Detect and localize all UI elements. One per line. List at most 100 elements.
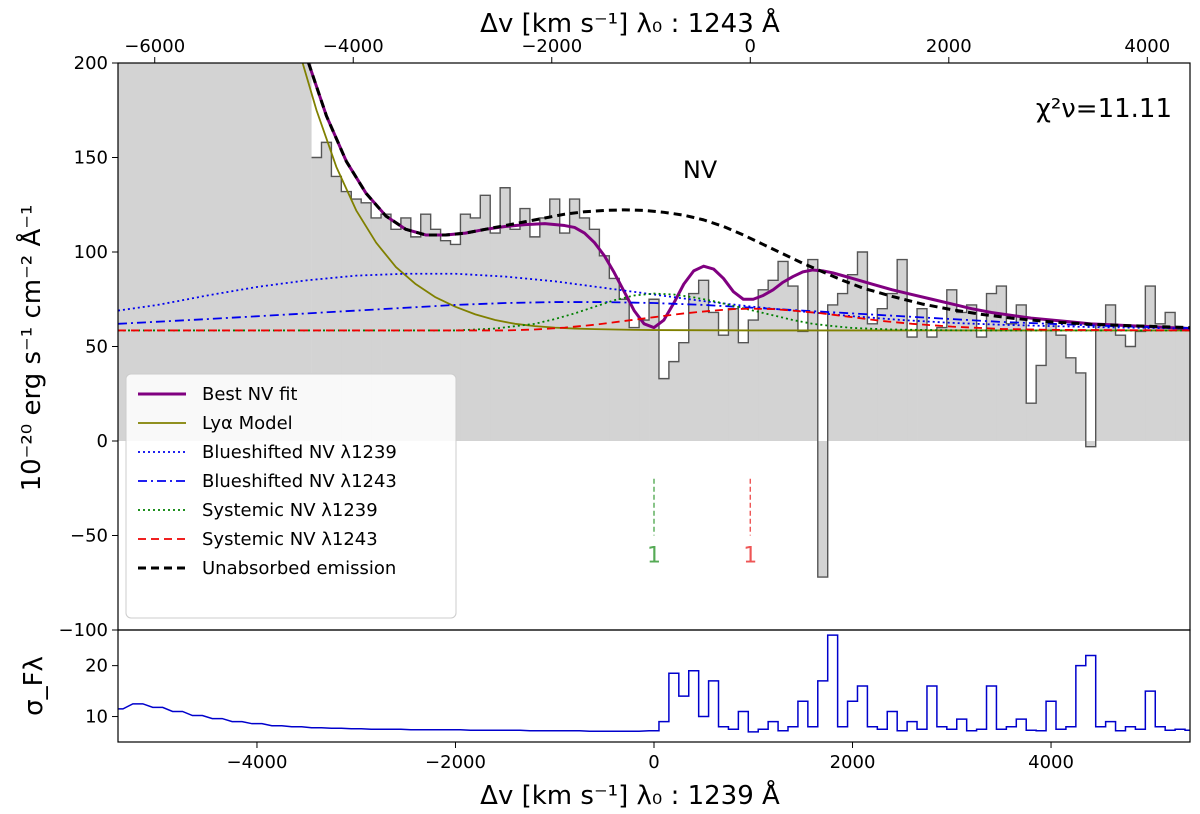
spectrum-bin: [311, 157, 322, 441]
series-line-1: [301, 63, 1190, 332]
spectrum-bin: [956, 312, 968, 441]
y-tick-label-2: 0: [97, 431, 108, 452]
spectrum-bin: [827, 304, 839, 441]
spectrum-bin: [649, 299, 660, 441]
spectrum-bin: [897, 259, 908, 441]
spectrum-bin: [1065, 357, 1077, 441]
y-tick-label-6: 200: [74, 53, 108, 74]
spectrum-bin: [758, 289, 769, 441]
spectrum-bin: [589, 229, 600, 441]
spectrum-bin: [768, 280, 779, 441]
residual-step-line: [118, 634, 1190, 733]
residual-plot: [118, 634, 1190, 733]
legend-box: [125, 373, 457, 619]
spectrum-bin: [1125, 346, 1136, 441]
chi-squared-label: χ²ν=11.11: [1036, 94, 1172, 124]
x-tick-label-3: 2000: [830, 752, 876, 773]
spectrum-bin: [738, 342, 749, 441]
legend-label-2: Blueshifted NV λ1239: [202, 442, 397, 463]
x-tick-label-0: −4000: [227, 752, 288, 773]
spectrum-bin: [510, 229, 521, 441]
spectrum-bin: [390, 229, 402, 441]
model-curves: [118, 63, 1190, 332]
legend-label-0: Best NV fit: [202, 384, 297, 405]
spectrum-bin: [1006, 323, 1017, 441]
residual-y-tick-label-0: 10: [85, 707, 108, 728]
spectrum-bin: [381, 214, 392, 441]
top-axis-label: Δv [km s⁻¹] λ₀ : 1243 Å: [480, 7, 780, 39]
legend-label-4: Systemic NV λ1239: [202, 500, 378, 521]
spectrum-bin: [1036, 365, 1047, 441]
spectrum-bin: [400, 217, 412, 441]
spectrum-bin: [946, 289, 958, 441]
residual-panel: 10 20 −4000 −2000 0 2000 4000: [85, 629, 1191, 773]
spectrum-bin: [1145, 286, 1156, 441]
spectrum-fill-tail: [1185, 327, 1190, 441]
spectrum-bin: [440, 240, 451, 441]
spectrum-bin: [698, 280, 709, 441]
spectrum-bin: [490, 233, 501, 441]
series-line-3: [118, 301, 1190, 329]
spectrum-bin: [549, 199, 561, 441]
spectrum-bin: [1135, 331, 1146, 441]
spectrum-bin: [321, 142, 332, 441]
legend: Best NV fit Lyα Model Blueshifted NV λ1239…: [125, 373, 457, 619]
residual-y-tick-label-1: 20: [85, 656, 108, 677]
spectrum-bin: [341, 191, 352, 441]
y-tick-label-4: 100: [74, 242, 108, 263]
spectrum-bin: [569, 199, 580, 441]
spectrum-bin: [917, 308, 928, 441]
spectrum-bin: [1016, 304, 1027, 441]
spectrum-bin: [1115, 335, 1126, 441]
spectrum-bin: [847, 274, 858, 441]
spectrum-bin: [887, 293, 898, 441]
top-x-tick-label-3: 0: [745, 36, 756, 57]
legend-label-3: Blueshifted NV λ1243: [202, 471, 397, 492]
spectrum-bin: [450, 244, 461, 441]
spectrum-bin: [539, 217, 551, 441]
spectrum-bin: [1056, 335, 1067, 441]
series-line-2: [118, 272, 1190, 330]
spectrum-bin: [1165, 312, 1176, 441]
spectrum-bin: [728, 308, 739, 441]
spectrum-bin: [1085, 441, 1097, 447]
y-tick-label-1: −50: [70, 526, 108, 547]
spectrum-bin: [460, 214, 471, 441]
y-tick-label-3: 50: [85, 337, 108, 358]
spectrum-bin: [936, 327, 948, 441]
spectrum-bin: [1155, 323, 1166, 441]
spectrum-bin: [430, 229, 441, 441]
spectrum-bin: [877, 308, 888, 441]
y-tick-label-0: −100: [59, 620, 108, 641]
spectrum-bin: [599, 255, 610, 441]
spectrum-bin: [470, 217, 481, 441]
spectrum-bin: [976, 337, 987, 441]
spectrum-bin: [1075, 372, 1087, 441]
legend-label-6: Unabsorbed emission: [202, 558, 396, 579]
spectrum-bin: [668, 361, 680, 441]
line-name-annotation: NV: [683, 156, 718, 184]
spectrum-bin: [788, 286, 799, 441]
spectrum-bin: [619, 299, 630, 441]
top-x-tick-label-2: −2000: [521, 36, 582, 57]
spectrum-bin: [778, 261, 789, 441]
x-tick-label-2: 0: [648, 752, 659, 773]
spectrum-bin: [331, 176, 342, 441]
series-line-4: [118, 292, 1190, 332]
main-panel: 1 1 −100 −50 0 50 100 150 200 −6000 −4000 −2000 0 200…: [59, 36, 1191, 641]
spectrum-bin: [867, 323, 878, 441]
top-x-tick-label-5: 4000: [1124, 36, 1170, 57]
spectrum-step-line: [311, 141, 1186, 578]
spectrum-bin: [609, 278, 620, 441]
spectrum-bin: [708, 312, 719, 441]
spectrum-bin: [837, 293, 848, 441]
absorber-marker-label-0: 1: [647, 544, 661, 569]
spectrum-bin: [351, 199, 362, 441]
top-x-tick-label-4: 2000: [926, 36, 972, 57]
spectrum-bin: [966, 304, 977, 441]
residual-y-axis-label: σ_Fλ: [19, 656, 49, 716]
spectrum-bin: [410, 236, 422, 441]
spectrum-bin: [857, 252, 868, 441]
spectrum-bin: [1026, 403, 1037, 441]
